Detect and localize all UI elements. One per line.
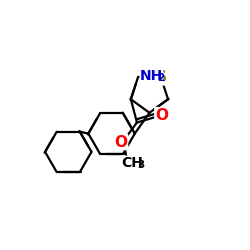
Text: 2: 2	[157, 73, 164, 83]
Text: O: O	[114, 134, 128, 150]
Text: NH: NH	[140, 69, 163, 83]
Text: 3: 3	[138, 160, 145, 170]
Text: CH: CH	[122, 156, 144, 170]
Text: S: S	[156, 70, 166, 85]
Text: O: O	[155, 108, 168, 123]
